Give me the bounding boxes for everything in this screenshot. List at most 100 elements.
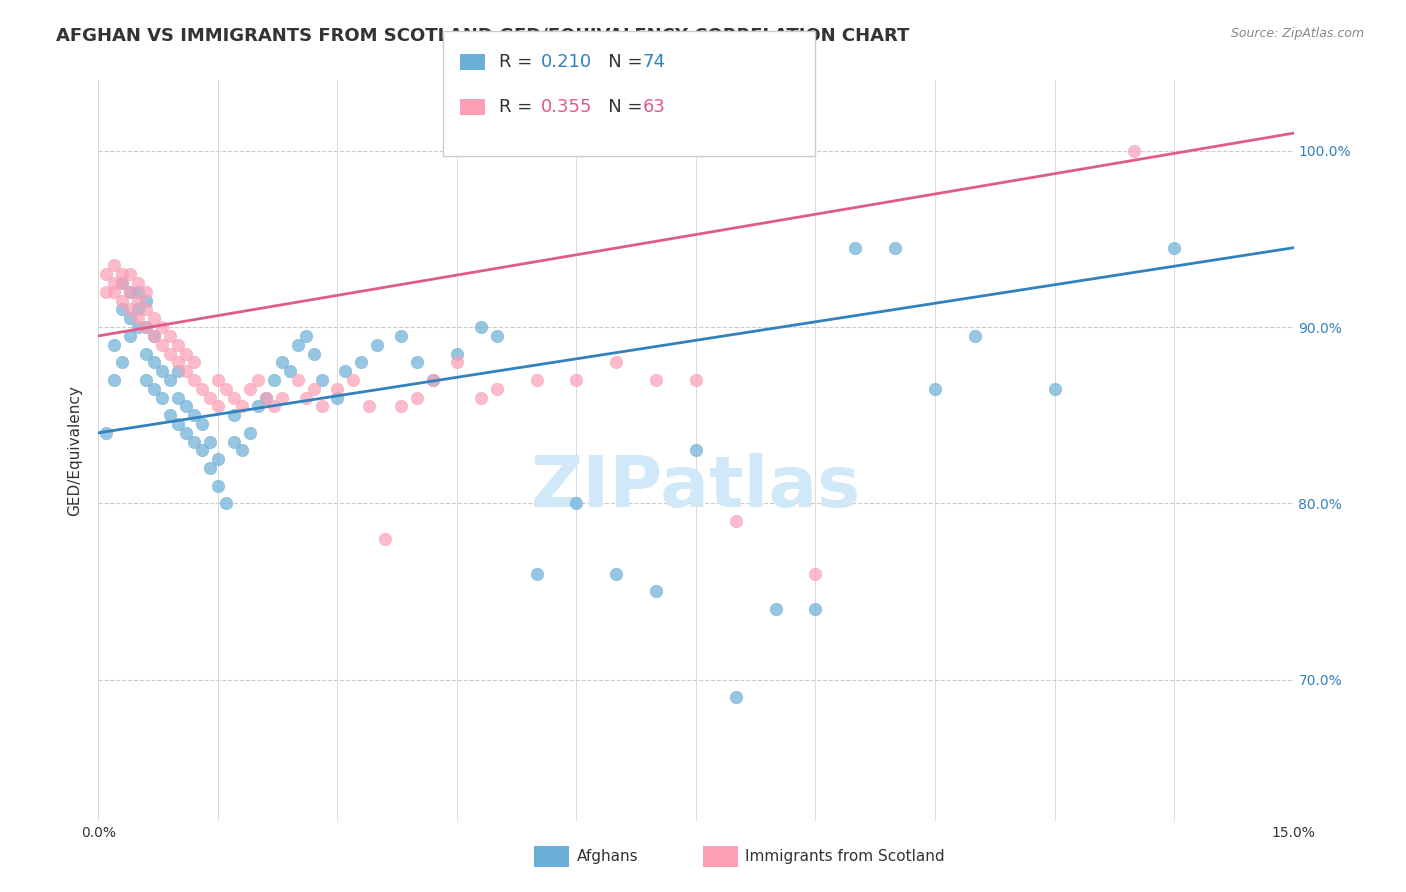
Point — [159, 329, 181, 343]
Point — [422, 373, 444, 387]
Point — [724, 514, 747, 528]
Point — [287, 337, 309, 351]
Point — [246, 373, 269, 387]
Point — [120, 285, 142, 299]
Point — [127, 320, 149, 334]
Point — [191, 382, 214, 396]
Point — [111, 355, 134, 369]
Point — [143, 355, 166, 369]
Point — [96, 425, 118, 440]
Point — [120, 267, 142, 281]
Point — [174, 346, 197, 360]
Point — [470, 391, 492, 405]
Point — [150, 391, 173, 405]
Point — [924, 382, 946, 396]
Point — [198, 391, 221, 405]
Point — [174, 364, 197, 378]
Point — [446, 355, 468, 369]
Point — [127, 311, 149, 326]
Point — [135, 285, 157, 299]
Point — [485, 382, 508, 396]
Point — [183, 373, 205, 387]
Point — [270, 355, 292, 369]
Point — [120, 302, 142, 317]
Text: AFGHAN VS IMMIGRANTS FROM SCOTLAND GED/EQUIVALENCY CORRELATION CHART: AFGHAN VS IMMIGRANTS FROM SCOTLAND GED/E… — [56, 27, 910, 45]
Point — [294, 329, 316, 343]
Point — [605, 355, 627, 369]
Point — [167, 364, 190, 378]
Point — [222, 434, 245, 449]
Point — [326, 391, 349, 405]
Text: R =: R = — [499, 98, 538, 116]
Text: ZIPatlas: ZIPatlas — [531, 453, 860, 522]
Point — [366, 337, 388, 351]
Point — [135, 373, 157, 387]
Point — [198, 434, 221, 449]
Y-axis label: GED/Equivalency: GED/Equivalency — [67, 385, 83, 516]
Text: Immigrants from Scotland: Immigrants from Scotland — [745, 849, 945, 863]
Point — [526, 566, 548, 581]
Point — [135, 320, 157, 334]
Point — [406, 355, 429, 369]
Text: 0.210: 0.210 — [541, 54, 592, 71]
Point — [804, 602, 827, 616]
Point — [159, 408, 181, 422]
Point — [143, 382, 166, 396]
Point — [111, 276, 134, 290]
Point — [150, 320, 173, 334]
Point — [215, 382, 238, 396]
Point — [103, 258, 125, 272]
Point — [287, 373, 309, 387]
Point — [359, 400, 381, 414]
Point — [302, 382, 325, 396]
Point — [143, 311, 166, 326]
Point — [183, 355, 205, 369]
Point — [183, 408, 205, 422]
Point — [150, 364, 173, 378]
Text: 74: 74 — [643, 54, 665, 71]
Point — [103, 337, 125, 351]
Point — [270, 391, 292, 405]
Point — [103, 276, 125, 290]
Point — [278, 364, 301, 378]
Point — [207, 400, 229, 414]
Point — [111, 267, 134, 281]
Point — [605, 566, 627, 581]
Point — [120, 311, 142, 326]
Point — [231, 443, 253, 458]
Point — [302, 346, 325, 360]
Point — [111, 276, 134, 290]
Point — [239, 382, 262, 396]
Point — [111, 302, 134, 317]
Point — [804, 566, 827, 581]
Point — [207, 479, 229, 493]
Point — [884, 241, 907, 255]
Point — [239, 425, 262, 440]
Point — [167, 355, 190, 369]
Point — [765, 602, 787, 616]
Point — [335, 364, 357, 378]
Text: N =: N = — [591, 54, 648, 71]
Point — [844, 241, 866, 255]
Point — [724, 690, 747, 705]
Point — [207, 452, 229, 467]
Point — [342, 373, 364, 387]
Point — [350, 355, 373, 369]
Point — [485, 329, 508, 343]
Point — [103, 285, 125, 299]
Point — [1043, 382, 1066, 396]
Point — [159, 373, 181, 387]
Point — [326, 382, 349, 396]
Point — [135, 320, 157, 334]
Point — [685, 373, 707, 387]
Text: 0.355: 0.355 — [541, 98, 593, 116]
Point — [159, 346, 181, 360]
Point — [389, 400, 412, 414]
Point — [645, 584, 668, 599]
Point — [191, 417, 214, 431]
Point — [174, 425, 197, 440]
Point — [111, 293, 134, 308]
Point — [135, 302, 157, 317]
Point — [120, 329, 142, 343]
Point — [311, 373, 333, 387]
